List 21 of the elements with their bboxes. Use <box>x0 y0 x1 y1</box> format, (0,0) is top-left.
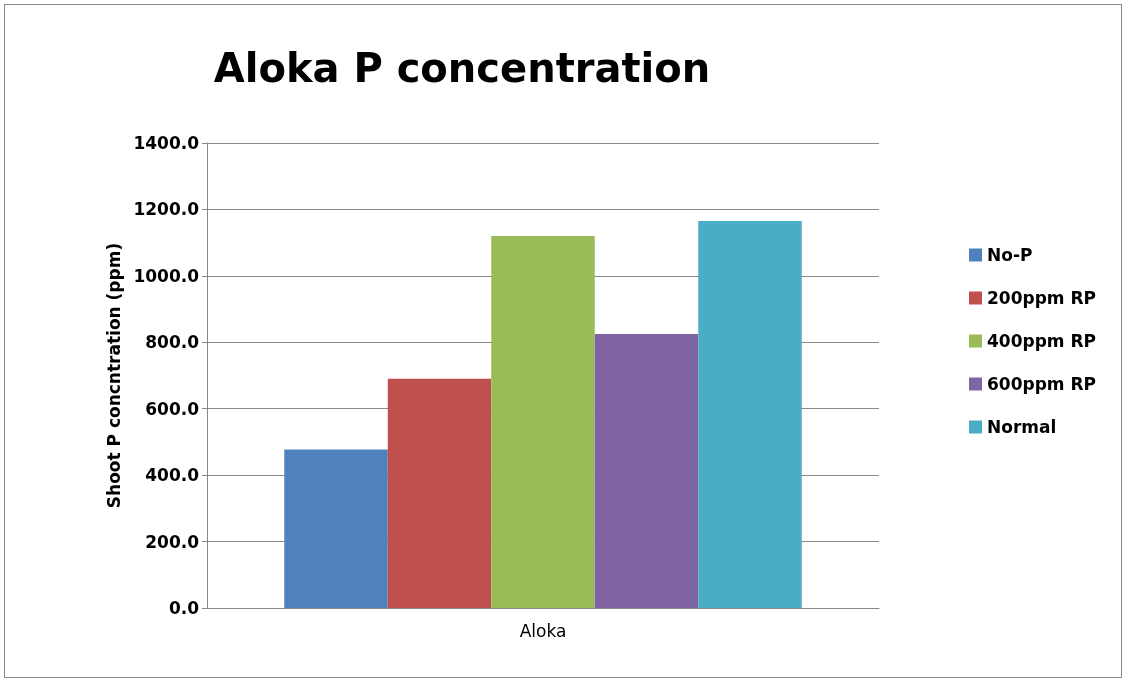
y-tick-label: 200.0 <box>145 531 200 552</box>
legend-label: No-P <box>986 245 1033 265</box>
bar <box>284 449 388 608</box>
bar <box>387 378 492 608</box>
bar <box>594 333 699 608</box>
y-tick-label: 1000.0 <box>133 265 200 286</box>
y-tick-label: 1400.0 <box>133 133 200 153</box>
y-tick-label: 400.0 <box>145 465 200 486</box>
y-tick-label: 0.0 <box>168 598 200 618</box>
y-axis-title: Shoot P concntration (ppm) <box>104 242 124 509</box>
y-tick-label: 800.0 <box>145 332 200 353</box>
legend-label: 200ppm RP <box>986 288 1097 308</box>
bar <box>491 236 595 608</box>
legend-label: 400ppm RP <box>986 331 1097 351</box>
y-tick-label: 1200.0 <box>133 199 200 220</box>
bar <box>698 221 802 608</box>
legend-label: 600ppm RP <box>986 374 1097 394</box>
y-tick-label: 600.0 <box>145 398 200 419</box>
x-tick-label: Aloka <box>519 620 567 641</box>
legend-label: Normal <box>986 417 1057 437</box>
chart-title: Aloka P concentration <box>213 45 711 91</box>
